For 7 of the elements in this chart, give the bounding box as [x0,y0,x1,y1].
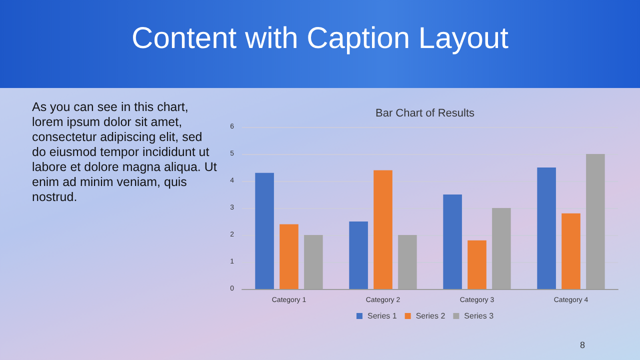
text: Content with Caption Layout [130,22,510,56]
text: 8 [580,340,586,350]
legend-label: Series 2 [416,312,446,320]
text: As you can see in this chart, lorem ipsum dolor sit amet, consectetur adipiscing elit, sed do eiusmod tempor incididunt ut labore et dolore magna aliqua. Ut enim ad minim veniam, quis nostrud. [32,100,217,205]
legend-label: Series 1 [367,312,398,320]
legend-label: Series 3 [464,312,494,320]
chart-title: Bar Chart of Results [375,108,476,120]
